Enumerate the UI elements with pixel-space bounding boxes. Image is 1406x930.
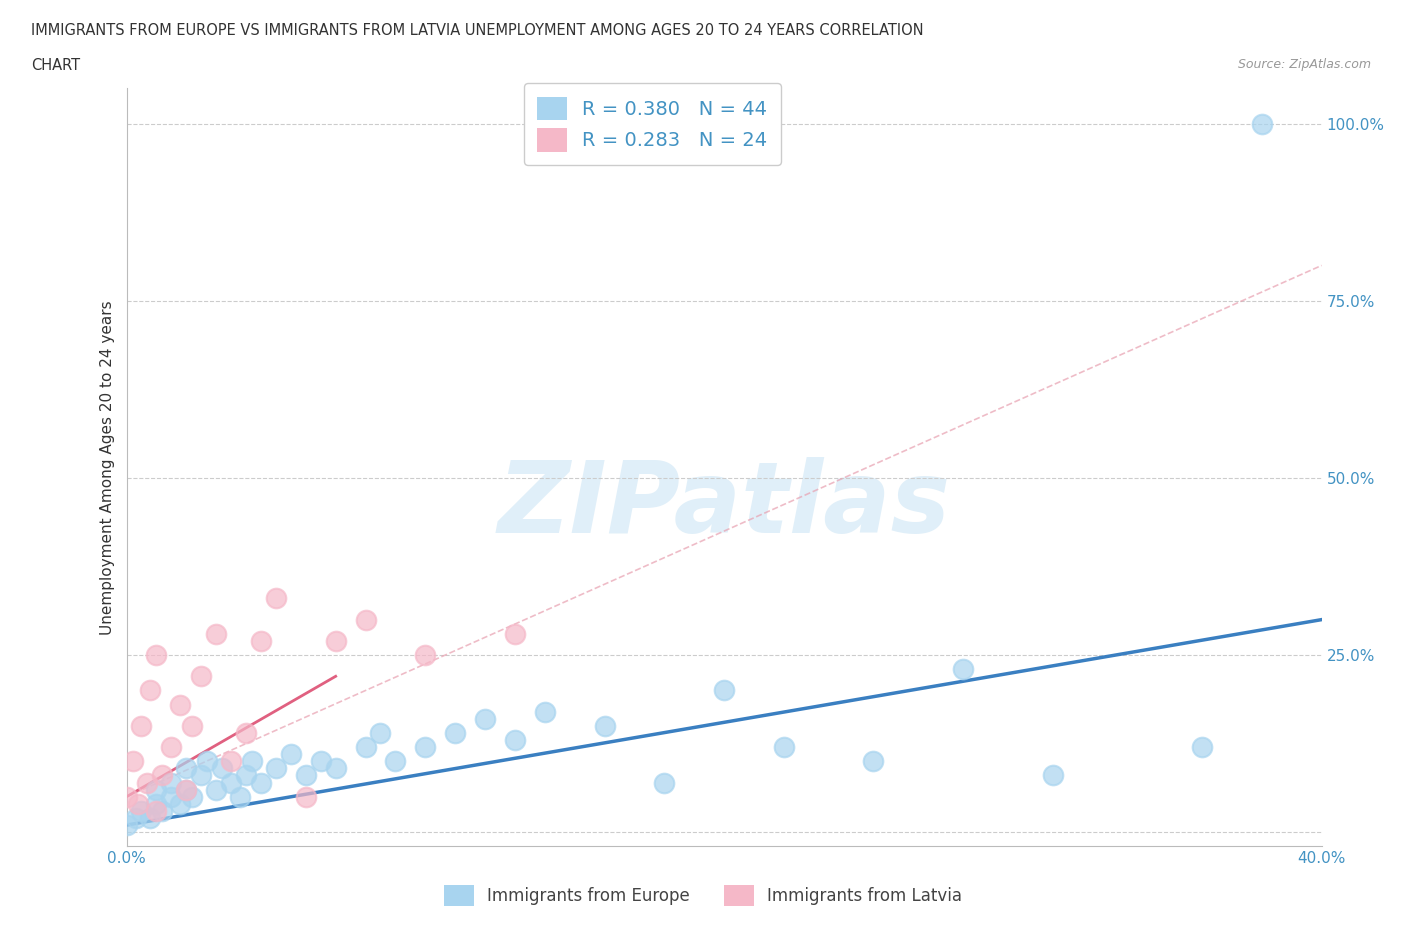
Point [181,719,204,734]
Point [190,768,212,783]
Point [152,768,174,783]
Point [219,775,242,790]
Point [152,804,174,818]
Point [160,739,183,754]
Text: ZIPatlas: ZIPatlas [498,457,950,553]
Point [713,683,735,698]
Point [593,719,616,734]
Point [309,754,332,769]
Point [325,761,347,776]
Point [370,725,392,740]
Point [384,754,406,769]
Point [235,725,257,740]
Point [174,761,197,776]
Point [235,768,257,783]
Point [124,811,146,826]
Point [503,733,526,748]
Point [121,754,143,769]
Point [474,711,496,726]
Point [444,725,467,740]
Point [1191,739,1213,754]
Point [160,790,183,804]
Point [415,739,437,754]
Point [264,761,287,776]
Point [115,817,138,832]
Point [190,669,212,684]
Text: Source: ZipAtlas.com: Source: ZipAtlas.com [1237,58,1371,71]
Point [169,796,191,811]
Point [195,754,218,769]
Point [145,804,167,818]
Point [952,662,974,677]
Point [174,782,197,797]
Point [115,790,138,804]
Point [127,796,149,811]
Point [169,698,191,712]
Point [415,647,437,662]
Point [219,754,242,769]
Point [145,782,167,797]
Point [205,626,228,641]
Point [240,754,263,769]
Point [294,768,316,783]
Point [1042,768,1064,783]
Point [139,683,162,698]
Point [264,591,287,605]
Point [131,719,153,734]
Point [1251,116,1274,131]
Legend: R = 0.380   N = 44, R = 0.283   N = 24: R = 0.380 N = 44, R = 0.283 N = 24 [524,83,780,166]
Text: CHART: CHART [31,58,80,73]
Point [131,804,153,818]
Point [354,739,377,754]
Point [250,633,273,648]
Point [181,790,204,804]
Point [229,790,252,804]
Point [534,704,557,719]
Point [325,633,347,648]
Point [174,782,197,797]
Point [211,761,233,776]
Point [652,775,675,790]
Legend: Immigrants from Europe, Immigrants from Latvia: Immigrants from Europe, Immigrants from … [437,879,969,912]
Point [862,754,884,769]
Point [205,782,228,797]
Point [773,739,796,754]
Point [250,775,273,790]
Point [294,790,316,804]
Point [145,647,167,662]
Point [145,796,167,811]
Point [136,775,159,790]
Text: IMMIGRANTS FROM EUROPE VS IMMIGRANTS FROM LATVIA UNEMPLOYMENT AMONG AGES 20 TO 2: IMMIGRANTS FROM EUROPE VS IMMIGRANTS FRO… [31,23,924,38]
Point [139,811,162,826]
Point [160,775,183,790]
Point [354,612,377,627]
Point [280,747,302,762]
Y-axis label: Unemployment Among Ages 20 to 24 years: Unemployment Among Ages 20 to 24 years [100,300,115,634]
Point [503,626,526,641]
